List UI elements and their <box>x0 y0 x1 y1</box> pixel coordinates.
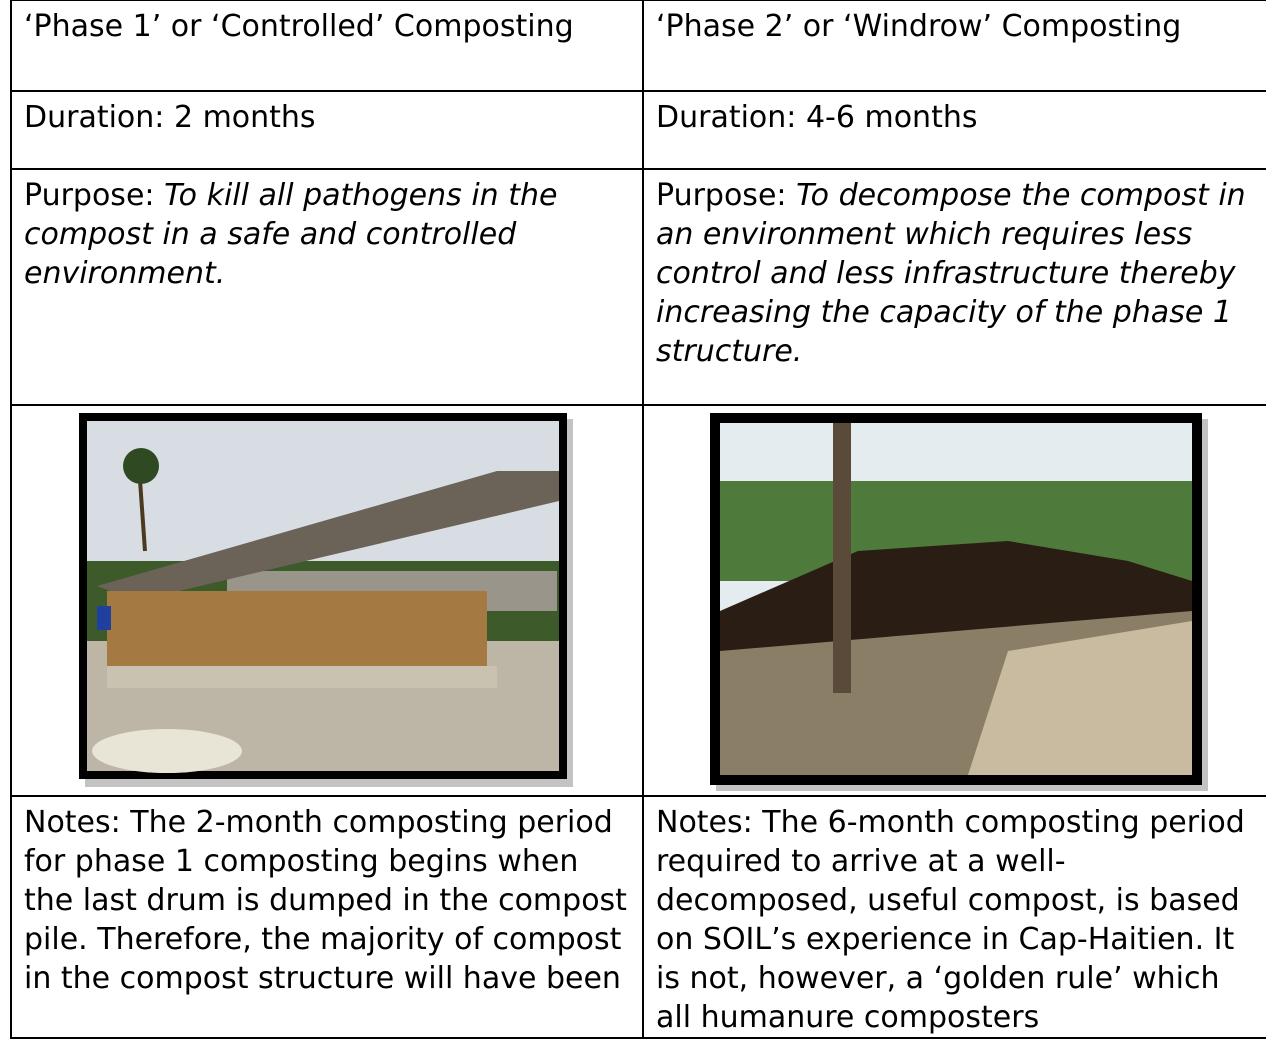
row: ‘Phase 1’ or ‘Controlled’ Composting ‘Ph… <box>10 0 1266 92</box>
label: Purpose: <box>24 178 155 213</box>
cell: ‘Phase 1’ or ‘Controlled’ Composting <box>10 0 644 92</box>
cell: Notes: The 2-month composting period for… <box>10 795 644 1039</box>
cell: Duration: 2 months <box>10 90 644 170</box>
purpose-text: To decompose the compost in an environme… <box>656 178 1246 369</box>
cell: Notes: The 6-month composting period req… <box>642 795 1266 1039</box>
row: Purpose: To kill all pathogens in the co… <box>10 168 1266 406</box>
cell <box>10 404 644 797</box>
row <box>10 404 1266 797</box>
purpose-text: To kill all pathogens in the compost in … <box>24 178 558 291</box>
row: Duration: 2 months Duration: 4-6 months <box>10 90 1266 170</box>
cell: ‘Phase 2’ or ‘Windrow’ Composting <box>642 0 1266 92</box>
comparison-table: ‘Phase 1’ or ‘Controlled’ Composting ‘Ph… <box>10 0 1266 1039</box>
cell <box>642 404 1266 797</box>
cell: Purpose: To decompose the compost in an … <box>642 168 1266 406</box>
cell: Duration: 4-6 months <box>642 90 1266 170</box>
photo-windrow <box>710 412 1208 791</box>
photo-compost-structure <box>79 412 573 787</box>
cell: Purpose: To kill all pathogens in the co… <box>10 168 644 406</box>
row: Notes: The 2-month composting period for… <box>10 795 1266 1039</box>
label: Purpose: <box>656 178 787 213</box>
